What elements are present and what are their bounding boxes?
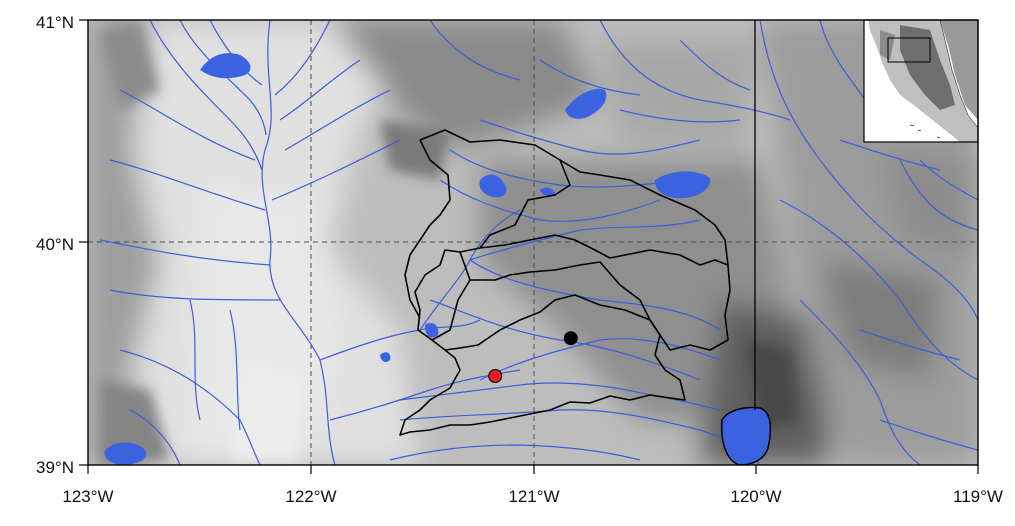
lat-label-40n: 40°N <box>36 235 74 254</box>
lon-label-123w: 123°W <box>62 487 113 506</box>
lat-label-41n: 41°N <box>36 13 74 32</box>
black-station-marker[interactable] <box>563 331 578 346</box>
lon-label-122w: 122°W <box>285 487 336 506</box>
lat-label-39n: 39°N <box>36 458 74 477</box>
river-network <box>99 20 978 465</box>
lakes <box>104 53 772 465</box>
red-station-marker[interactable] <box>488 369 503 383</box>
tick-marks <box>79 19 979 474</box>
lon-label-119w: 119°W <box>953 487 1003 506</box>
inset-locator-map <box>863 19 979 143</box>
lon-label-121w: 121°W <box>508 487 559 506</box>
lon-label-120w: 120°W <box>730 487 781 506</box>
basin-outlines <box>399 129 731 436</box>
station-markers <box>488 331 578 383</box>
